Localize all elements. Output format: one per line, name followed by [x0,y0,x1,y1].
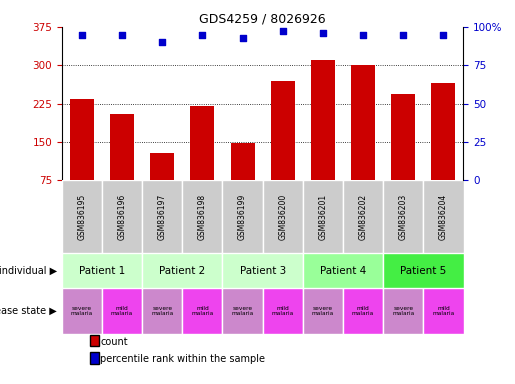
Text: GSM836198: GSM836198 [198,194,207,240]
Bar [110,114,134,180]
Bar [102,180,142,253]
Bar [383,253,464,288]
Bar [351,65,375,180]
Text: mild
malaria: mild malaria [432,306,455,316]
Text: Patient 3: Patient 3 [239,266,286,276]
Text: mild
malaria: mild malaria [352,306,374,316]
Bar [423,288,464,334]
Text: count: count [100,337,128,347]
Bar [303,180,343,253]
Bar [383,180,423,253]
Text: GSM836195: GSM836195 [77,194,87,240]
Bar [303,288,343,334]
Bar [142,253,222,288]
Bar [62,253,142,288]
Bar [271,81,295,180]
Bar [343,180,383,253]
Text: severe
malaria: severe malaria [312,306,334,316]
Bar [343,288,383,334]
Point [238,35,247,41]
Bar [383,288,423,334]
Point [359,31,367,38]
Bar [142,180,182,253]
Bar [102,288,142,334]
Bar [231,143,254,180]
Bar [432,83,455,180]
Bar [62,288,102,334]
Bar [222,288,263,334]
Bar [182,288,222,334]
Point [279,28,287,35]
Text: Patient 2: Patient 2 [159,266,205,276]
Text: GSM836202: GSM836202 [358,194,368,240]
Point [198,31,207,38]
Point [439,31,448,38]
Bar [303,253,383,288]
Text: severe
malaria: severe malaria [231,306,254,316]
Point [399,31,407,38]
Bar [263,180,303,253]
Text: GSM836199: GSM836199 [238,194,247,240]
Text: individual ▶: individual ▶ [0,266,57,276]
Bar [423,180,464,253]
Text: percentile rank within the sample: percentile rank within the sample [100,354,265,364]
Text: GSM836201: GSM836201 [318,194,328,240]
Point [319,30,327,36]
Text: severe
malaria: severe malaria [71,306,93,316]
Bar [222,180,263,253]
Bar [391,94,415,180]
Text: mild
malaria: mild malaria [271,306,294,316]
Point [158,39,166,45]
Text: severe
malaria: severe malaria [392,306,415,316]
Text: Patient 1: Patient 1 [79,266,125,276]
Text: mild
malaria: mild malaria [191,306,214,316]
Text: GSM836204: GSM836204 [439,194,448,240]
Bar [222,253,303,288]
Text: disease state ▶: disease state ▶ [0,306,57,316]
Bar [150,153,174,180]
Bar [191,106,214,180]
Bar [70,99,94,180]
Text: severe
malaria: severe malaria [151,306,174,316]
Text: GSM836196: GSM836196 [117,194,127,240]
Point [78,31,86,38]
Bar [142,288,182,334]
Bar [182,180,222,253]
Bar [62,180,102,253]
Point [118,31,126,38]
Text: GSM836203: GSM836203 [399,194,408,240]
Bar [263,288,303,334]
Bar [311,60,335,180]
Text: mild
malaria: mild malaria [111,306,133,316]
Title: GDS4259 / 8026926: GDS4259 / 8026926 [199,13,326,26]
Text: Patient 4: Patient 4 [320,266,366,276]
Text: GSM836197: GSM836197 [158,194,167,240]
Text: GSM836200: GSM836200 [278,194,287,240]
Text: Patient 5: Patient 5 [400,266,447,276]
